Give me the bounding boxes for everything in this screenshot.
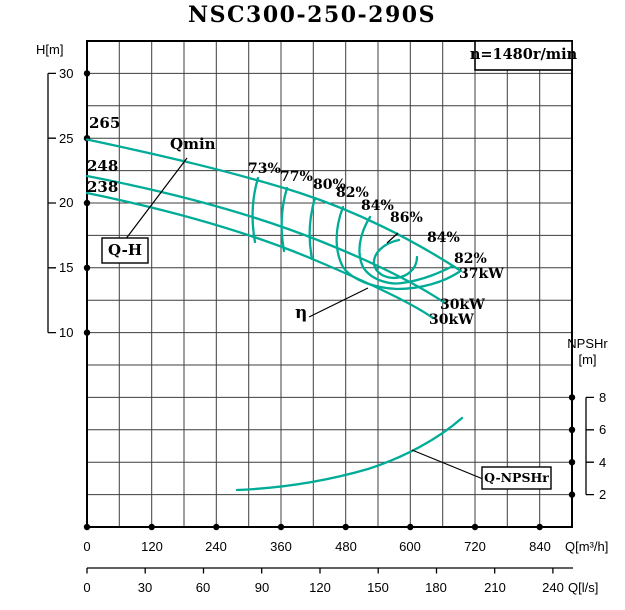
eff-label-80: 80% <box>313 177 346 193</box>
q2-tick-210: 210 <box>484 580 506 595</box>
q2-tick-150: 150 <box>367 580 389 595</box>
h-tick-30: 30 <box>59 66 74 81</box>
power-label-30kw-1: 30kW <box>440 297 485 313</box>
eff-contour-84 <box>358 215 455 285</box>
npshr-axis-bracket <box>585 396 594 496</box>
h-tick-10: 10 <box>59 325 74 340</box>
qnpshr-label-box <box>481 466 552 490</box>
eff-contour-82 <box>335 205 461 291</box>
eff-label-73: 73% <box>248 161 281 177</box>
q1-tick-840: 840 <box>529 539 551 554</box>
q1-tick-120: 120 <box>141 539 163 554</box>
impeller-label-238: 238 <box>87 178 119 196</box>
eta-leader-line <box>308 287 369 318</box>
npshr-tick-2: 2 <box>599 487 607 502</box>
h-tick-25: 25 <box>59 131 74 146</box>
q2-tick-60: 60 <box>195 580 211 595</box>
axis-dots <box>83 70 576 531</box>
npshr-axis-unit: NPSHr <box>567 336 608 351</box>
speed-badge: n=1480r/min <box>469 46 578 64</box>
chart-title: NSC300-250-290S <box>188 2 436 28</box>
q2-tick-0: 0 <box>83 580 91 595</box>
npshr-axis-unit-m: [m] <box>578 352 597 367</box>
power-label-30kw-2: 30kW <box>429 312 474 328</box>
q2-axis-unit: Q[l/s] <box>568 580 599 595</box>
q1-tick-240: 240 <box>205 539 227 554</box>
q1-tick-480: 480 <box>335 539 357 554</box>
h-tick-15: 15 <box>59 260 74 275</box>
eff-contour-73 <box>251 176 260 244</box>
speed-badge-box <box>474 40 573 71</box>
qnpshr-leader-line <box>411 449 484 480</box>
q2-tick-30: 30 <box>137 580 153 595</box>
qh-label-box <box>101 237 149 264</box>
eff-86-tick <box>386 232 399 244</box>
q1-tick-360: 360 <box>270 539 292 554</box>
q2-tick-240: 240 <box>542 580 564 595</box>
q2-tick-90: 90 <box>254 580 270 595</box>
plot-grid <box>87 41 572 527</box>
q1-tick-0: 0 <box>83 539 91 554</box>
impeller-label-265: 265 <box>89 114 121 132</box>
eff-contour-77 <box>280 186 289 253</box>
eff-label-82: 82% <box>336 185 369 201</box>
impeller-label-248: 248 <box>87 157 119 175</box>
npshr-tick-8: 8 <box>599 390 607 405</box>
eff-contour-86 <box>372 238 419 279</box>
eff-label-84: 84% <box>361 198 394 214</box>
eff-label-84-right: 84% <box>427 230 460 246</box>
npshr-tick-6: 6 <box>599 422 607 437</box>
qmin-label: Qmin <box>170 135 216 153</box>
q1-tick-720: 720 <box>464 539 486 554</box>
h-axis-unit: H[m] <box>36 42 64 57</box>
qnpshr-label: Q-NPSHr <box>484 469 549 485</box>
power-label-37kw: 37kW <box>459 266 504 282</box>
qmin-leader-line <box>124 157 188 241</box>
eff-label-86: 86% <box>390 210 423 226</box>
npshr-curve <box>235 416 464 492</box>
qh-curve-265 <box>85 138 463 273</box>
qh-curve-238 <box>85 191 435 320</box>
h-tick-20: 20 <box>59 195 74 210</box>
eff-contour-80 <box>308 196 317 261</box>
q1-tick-600: 600 <box>399 539 421 554</box>
q2-tick-120: 120 <box>309 580 331 595</box>
q-ls-axis <box>86 567 573 574</box>
npshr-tick-4: 4 <box>599 455 607 470</box>
eta-label: η <box>295 303 308 323</box>
plot-frame <box>86 40 573 528</box>
qh-label: Q-H <box>107 241 142 259</box>
eff-label-82-right: 82% <box>454 251 487 267</box>
q1-axis-unit: Q[m³/h] <box>565 539 609 554</box>
h-axis-bracket <box>47 72 56 334</box>
qh-curve-248 <box>85 174 447 305</box>
q2-tick-180: 180 <box>425 580 447 595</box>
eff-label-77: 77% <box>280 169 313 185</box>
